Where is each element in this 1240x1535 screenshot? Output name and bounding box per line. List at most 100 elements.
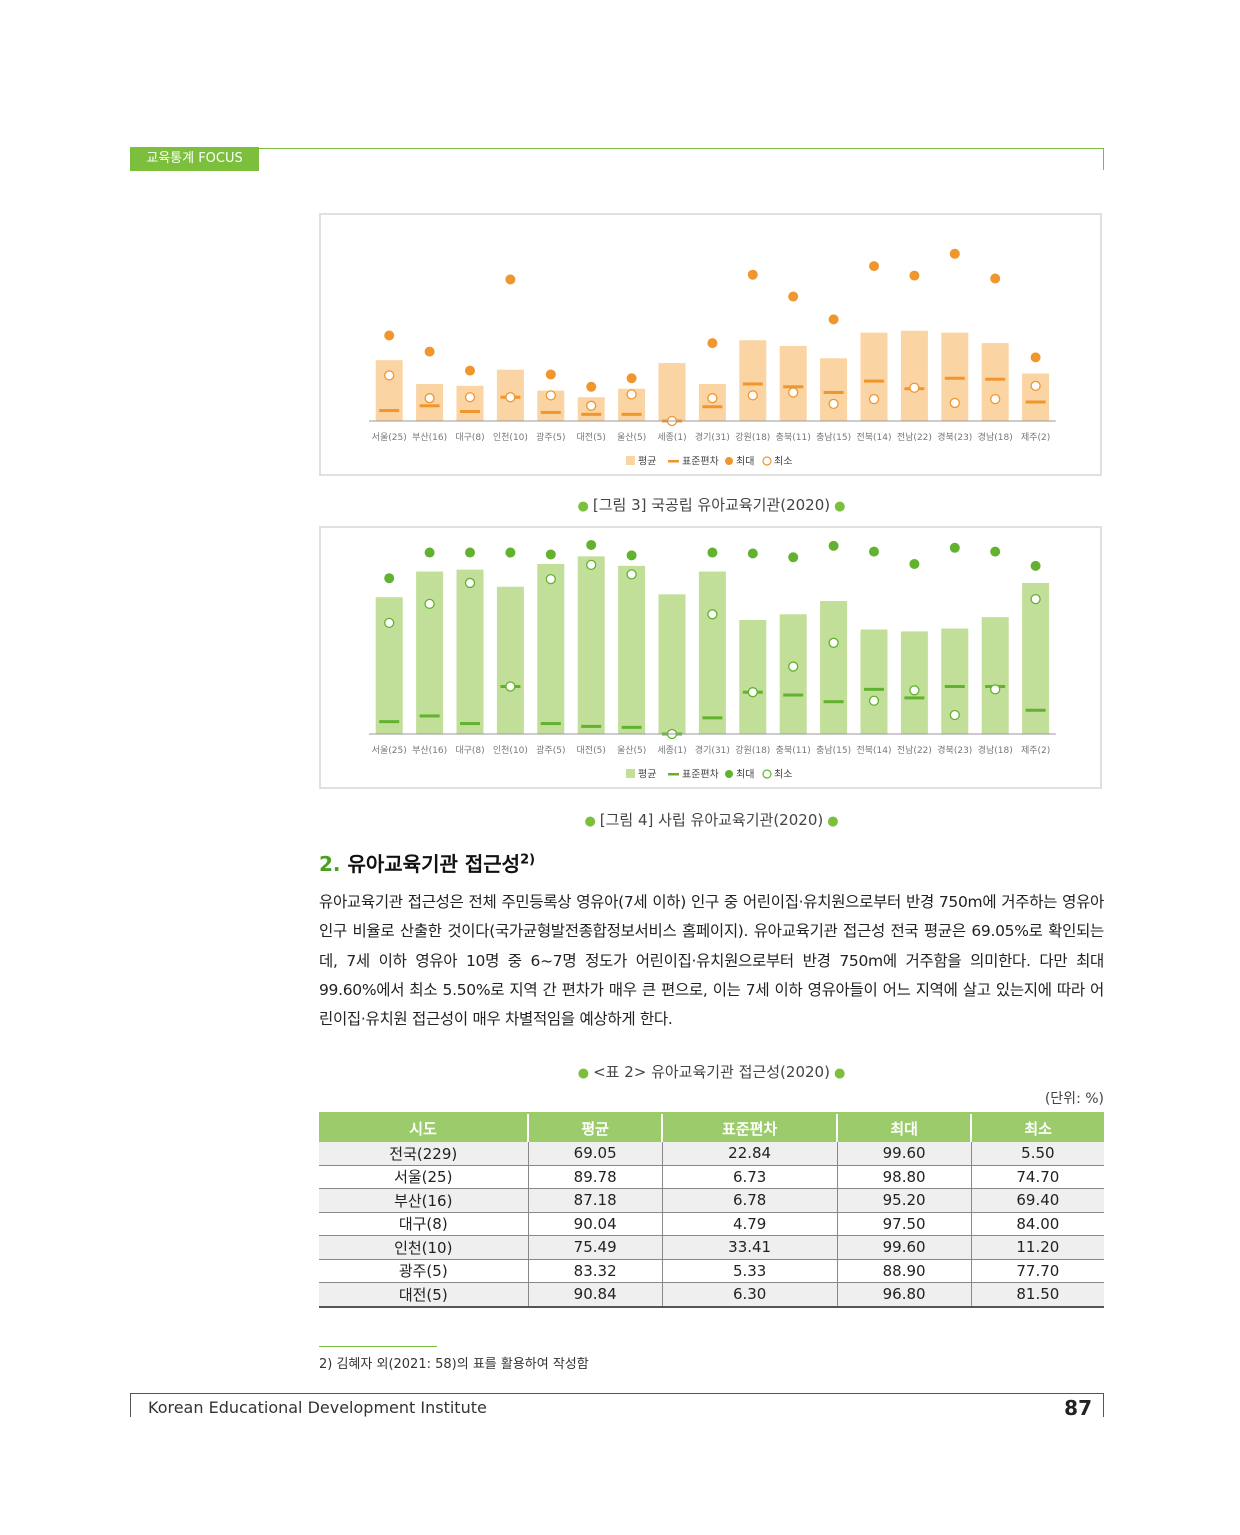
point-max [586,381,597,392]
bar-mean [1022,373,1050,421]
mark-sd [985,377,1006,381]
x-tick-label: 서울(25) [372,432,407,443]
point-min [990,393,1001,405]
mark-sd [864,687,884,691]
point-max [747,269,758,280]
x-tick-label: 제주(2) [1021,432,1050,443]
point-min [424,393,435,404]
point-max [869,546,879,557]
table-row: 대구(8) 90.04 4.79 97.50 84.00 [319,1212,1104,1236]
x-tick-label: 세종(1) [657,745,686,756]
x-tick-label: 광주(5) [536,744,565,756]
bar-mean [577,556,605,734]
mark-sd [1025,708,1046,712]
point-max [707,547,718,558]
point-min [424,598,435,609]
table-unit: (단위: %) [1044,1091,1104,1107]
point-min [464,392,476,403]
table-header-cell: 평균 [527,1112,663,1142]
table-cell: 4.79 [661,1212,837,1236]
point-min [828,637,839,648]
table-cell: 88.90 [836,1259,972,1283]
legend-label-mean: 평균 [638,769,656,781]
point-max [626,550,637,561]
legend-swatch-sd [668,460,679,463]
x-tick-label: 대전(5) [577,745,606,756]
legend-swatch-sd [668,773,679,776]
table-cell: 77.70 [970,1259,1104,1283]
point-min [545,390,556,401]
point-min [505,392,516,403]
chart-public-svg: 서울(25) 부산(16) 대구(8) 인천(10) 광주(5) 대전(5) 울산(5) 세종… [369,248,1056,468]
x-tick-label: 대전(5) [577,432,606,443]
table-cell: 5.33 [661,1259,837,1283]
point-min [384,617,395,628]
header-rule-end [1103,148,1104,170]
bar-mean [900,631,928,734]
mark-sd [581,412,602,416]
bar-mean [981,343,1009,421]
x-tick-label: 충북(11) [776,745,811,756]
point-max [465,547,475,558]
point-min [464,577,476,589]
mark-sd [419,404,440,408]
footnote-rule [319,1346,437,1347]
point-max [747,548,758,559]
point-min [828,398,839,410]
point-max [545,369,556,380]
table-cell: 98.80 [836,1165,972,1189]
point-max [626,373,637,384]
x-tick-label: 전북(14) [856,432,891,443]
section-footnote-ref: 2) [520,852,536,868]
point-min [626,389,637,400]
mark-sd [621,412,642,416]
point-max [505,547,516,558]
mark-sd [540,722,561,726]
point-max [1030,560,1041,571]
x-tick-label: 충북(11) [776,432,811,443]
mark-sd [944,685,965,688]
legend-label-sd: 표준편차 [682,456,719,468]
mark-sd [379,720,400,724]
bar-mean [496,586,524,734]
table-cell: 96.80 [836,1282,972,1308]
point-min [788,387,799,398]
point-min [707,393,718,404]
point-max [384,330,395,341]
table-cell: 99.60 [836,1142,972,1166]
point-max [424,547,435,558]
bar-mean [456,385,484,421]
x-tick-label: 경기(31) [695,744,730,756]
mark-sd [540,410,561,414]
table-cell: 69.05 [527,1142,663,1166]
accessibility-table: 시도 평균 표준편차 최대 최소 전국(229) 69.05 22.84 99.60 5… [319,1112,1104,1308]
x-tick-label: 대구(8) [455,745,484,756]
table-header-cell: 표준편차 [661,1112,837,1142]
mark-sd [702,716,723,720]
figure-4-caption-text: [그림 4] 사립 유아교육기관(2020) [599,811,824,829]
point-max [788,552,799,563]
section-title-text: 유아교육기관 접근성 [347,852,521,876]
bar-mean [860,332,888,421]
mark-sd [1025,400,1046,404]
table-cell: 22.84 [661,1142,837,1166]
section-number: 2. [319,852,341,876]
point-max [949,248,960,259]
x-tick-label: 강원(18) [735,745,770,756]
bar-mean [658,363,686,421]
point-min [788,661,799,672]
point-min [909,685,920,696]
table-cell: 5.50 [970,1142,1104,1166]
x-tick-label: 전남(22) [897,432,932,443]
chart-private: 서울(25) 부산(16) 대구(8) 인천(10) 광주(5) 대전(5) 울산(5) 세종… [319,526,1102,789]
table-row: 대전(5) 90.84 6.30 96.80 81.50 [319,1282,1104,1308]
point-min [505,681,516,692]
legend-label-sd: 표준편차 [682,769,719,781]
x-tick-label: 경북(23) [937,744,972,756]
point-max [990,546,1001,557]
legend-swatch-max [725,457,733,465]
x-tick-label: 부산(16) [412,745,447,756]
x-tick-label: 세종(1) [657,432,686,443]
x-tick-label: 부산(16) [412,432,447,443]
table-cell: 전국(229) [319,1142,529,1166]
